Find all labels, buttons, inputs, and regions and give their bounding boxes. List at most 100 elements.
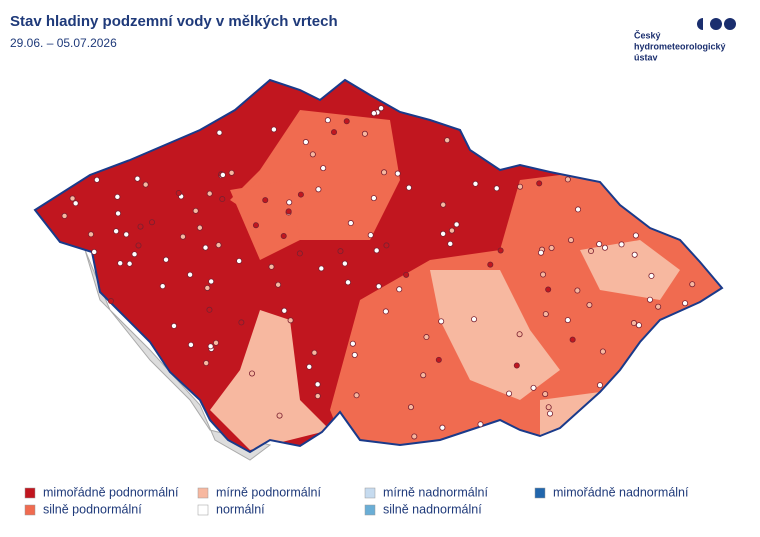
station — [471, 316, 478, 323]
logo-mark — [710, 18, 722, 30]
station — [213, 339, 220, 346]
station — [370, 110, 377, 117]
station — [236, 257, 243, 264]
station — [537, 249, 544, 256]
station — [453, 221, 460, 228]
station — [548, 244, 555, 251]
station — [682, 300, 689, 307]
logo-text: hydrometeorologický — [634, 41, 726, 51]
station — [575, 206, 582, 213]
station — [280, 232, 287, 239]
station — [530, 384, 537, 391]
station — [296, 250, 303, 257]
station — [596, 241, 603, 248]
station — [107, 298, 114, 305]
station — [497, 247, 504, 254]
station — [536, 180, 543, 187]
station — [69, 195, 76, 202]
legend-swatch — [197, 504, 209, 516]
station — [586, 301, 593, 308]
legend-swatch — [24, 487, 36, 499]
station — [207, 343, 214, 350]
station — [353, 392, 360, 399]
station — [215, 242, 222, 249]
stations — [61, 105, 696, 440]
station — [569, 336, 576, 343]
station — [396, 286, 403, 293]
station — [487, 261, 494, 268]
station — [438, 318, 445, 325]
logo-text: Český — [634, 29, 661, 40]
legend-label: silně podnormální — [43, 502, 142, 516]
station — [187, 341, 194, 348]
station — [423, 334, 430, 341]
station — [351, 351, 358, 358]
station — [599, 348, 606, 355]
station — [192, 207, 199, 214]
region — [210, 310, 330, 450]
station — [320, 165, 327, 172]
station — [381, 169, 388, 176]
legend-label: mírně podnormální — [216, 485, 321, 499]
station — [601, 244, 608, 251]
station — [187, 271, 194, 278]
station — [343, 118, 350, 125]
station — [206, 190, 213, 197]
station — [411, 433, 418, 440]
station — [588, 248, 595, 255]
legend-label: mimořádně podnormální — [43, 485, 179, 499]
station — [448, 227, 455, 234]
station — [383, 242, 390, 249]
station — [655, 303, 662, 310]
title: Stav hladiny podzemní vody v mělkých vrt… — [10, 13, 338, 30]
station — [171, 322, 178, 329]
station — [309, 151, 316, 158]
station — [203, 360, 210, 367]
station — [632, 232, 639, 239]
station — [148, 219, 155, 226]
station — [126, 260, 133, 267]
station — [477, 421, 484, 428]
legend-label: mírně nadnormální — [383, 485, 488, 499]
station — [142, 181, 149, 188]
station — [306, 363, 313, 370]
station — [631, 251, 638, 258]
station — [646, 296, 653, 303]
station — [447, 240, 454, 247]
legend-label: normální — [216, 502, 265, 516]
station — [137, 223, 144, 230]
station — [564, 317, 571, 324]
station — [378, 105, 385, 112]
station — [493, 185, 500, 192]
station — [314, 393, 321, 400]
legend: mimořádně podnormální silně podnormální mí… — [24, 485, 689, 516]
station — [407, 404, 414, 411]
station — [540, 271, 547, 278]
station — [444, 137, 451, 144]
station — [115, 210, 122, 217]
station — [175, 190, 182, 197]
station — [117, 260, 124, 267]
legend-swatch — [534, 487, 546, 499]
legend-swatch — [364, 504, 376, 516]
station — [315, 186, 322, 193]
legend-label: silně nadnormální — [383, 502, 482, 516]
station — [367, 232, 374, 239]
station — [542, 391, 549, 398]
station — [568, 237, 575, 244]
station — [249, 370, 256, 377]
logo: Český hydrometeorologický ústav — [634, 18, 736, 62]
station — [513, 362, 520, 369]
station — [268, 263, 275, 270]
region — [230, 180, 300, 260]
station — [286, 199, 293, 206]
station — [373, 247, 380, 254]
station — [135, 242, 142, 249]
station — [228, 169, 235, 176]
station — [204, 284, 211, 291]
station — [648, 272, 655, 279]
station — [159, 283, 166, 290]
station — [439, 424, 446, 431]
station — [262, 197, 269, 204]
station — [123, 231, 130, 238]
